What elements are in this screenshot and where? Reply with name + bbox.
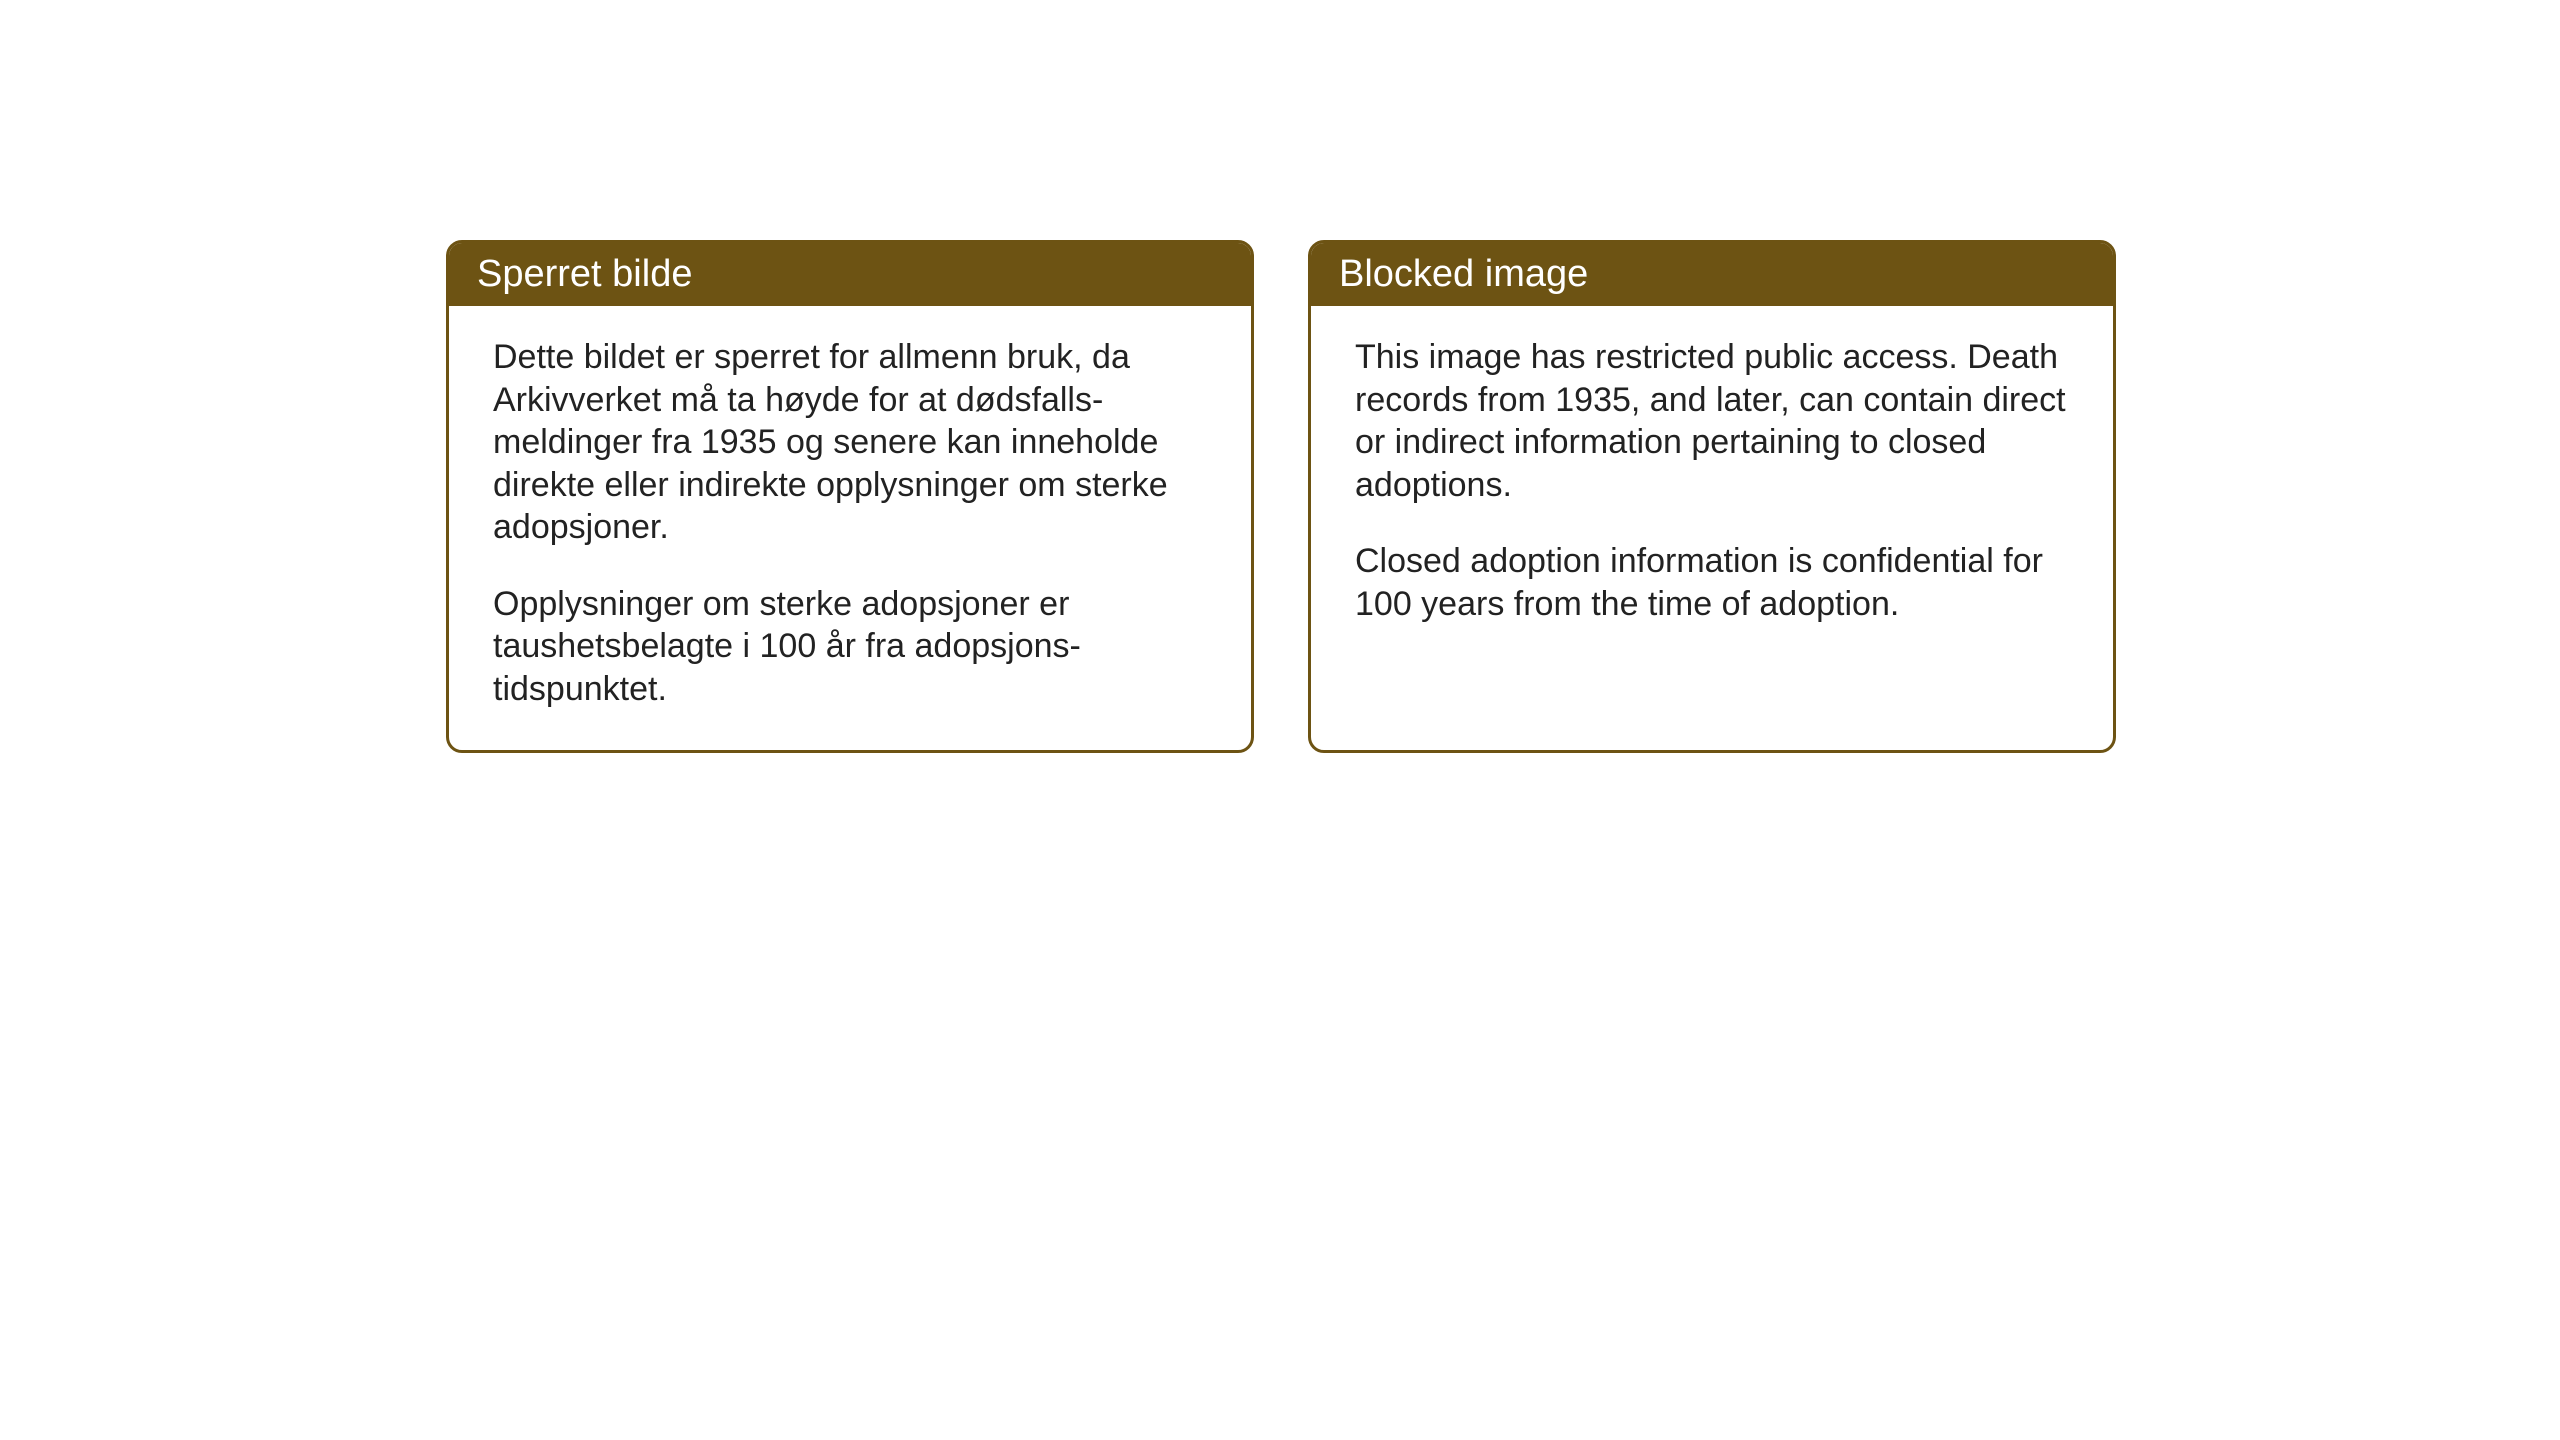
- card-body-norwegian: Dette bildet er sperret for allmenn bruk…: [449, 306, 1251, 750]
- card-paragraph-1-norwegian: Dette bildet er sperret for allmenn bruk…: [493, 336, 1207, 549]
- notice-card-english: Blocked image This image has restricted …: [1308, 240, 2116, 753]
- card-paragraph-2-norwegian: Opplysninger om sterke adopsjoner er tau…: [493, 583, 1207, 711]
- card-paragraph-1-english: This image has restricted public access.…: [1355, 336, 2069, 506]
- notice-card-norwegian: Sperret bilde Dette bildet er sperret fo…: [446, 240, 1254, 753]
- card-header-norwegian: Sperret bilde: [449, 243, 1251, 306]
- card-body-english: This image has restricted public access.…: [1311, 306, 2113, 726]
- card-header-english: Blocked image: [1311, 243, 2113, 306]
- notice-container: Sperret bilde Dette bildet er sperret fo…: [446, 240, 2116, 753]
- card-title-english: Blocked image: [1339, 253, 1588, 295]
- card-title-norwegian: Sperret bilde: [477, 253, 692, 295]
- card-paragraph-2-english: Closed adoption information is confident…: [1355, 540, 2069, 625]
